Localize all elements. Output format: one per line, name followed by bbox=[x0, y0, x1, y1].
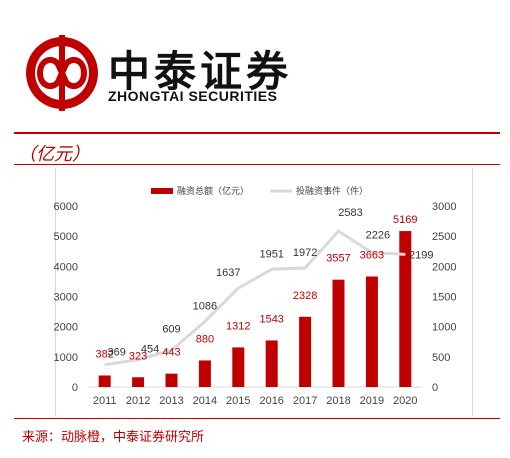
x-tick-label: 2019 bbox=[360, 395, 384, 407]
line-data-label: 454 bbox=[141, 344, 159, 356]
y-right-tick-label: 1000 bbox=[432, 322, 456, 334]
zhongtai-logo bbox=[26, 35, 98, 111]
bar bbox=[232, 347, 245, 387]
line-data-label: 1637 bbox=[216, 267, 240, 279]
line-data-label: 609 bbox=[162, 323, 180, 335]
bar-data-label: 880 bbox=[196, 333, 214, 345]
y-left-tick-label: 6000 bbox=[54, 201, 78, 213]
y-left-tick-label: 4000 bbox=[54, 261, 78, 273]
brand-name-en: ZHONGTAI SECURITIES bbox=[108, 88, 278, 104]
x-tick-label: 2020 bbox=[393, 395, 417, 407]
line-data-label: 2199 bbox=[409, 249, 433, 261]
y-left-tick-label: 1000 bbox=[54, 352, 78, 364]
footer-rule bbox=[14, 418, 500, 419]
bar-data-label: 3557 bbox=[326, 253, 350, 265]
unit-label: （亿元） bbox=[18, 144, 90, 165]
line-data-label: 1086 bbox=[193, 300, 217, 312]
y-left-tick-label: 5000 bbox=[54, 231, 78, 243]
brand-name-cn: 中泰证券 bbox=[108, 47, 293, 96]
bar bbox=[198, 360, 211, 387]
line-data-label: 369 bbox=[108, 347, 126, 359]
bar-data-label: 1543 bbox=[259, 313, 283, 325]
bar bbox=[399, 231, 412, 387]
header-rule-bottom bbox=[14, 164, 500, 165]
y-right-tick-label: 2500 bbox=[432, 231, 456, 243]
x-tick-label: 2018 bbox=[326, 395, 350, 407]
legend-label-line: 投融资事件（件） bbox=[296, 185, 368, 196]
bar-data-label: 443 bbox=[162, 347, 180, 359]
y-right-tick-label: 500 bbox=[432, 352, 450, 364]
y-right-tick-label: 0 bbox=[432, 382, 438, 394]
header-rule bbox=[14, 132, 500, 134]
line-data-label: 1951 bbox=[259, 248, 283, 260]
y-right-tick-label: 1500 bbox=[432, 292, 456, 304]
x-tick-label: 2012 bbox=[126, 395, 150, 407]
y-right-tick-label: 3000 bbox=[432, 201, 456, 213]
x-tick-label: 2016 bbox=[259, 395, 283, 407]
bar-data-label: 3663 bbox=[360, 249, 384, 261]
bar bbox=[165, 373, 178, 387]
x-tick-label: 2017 bbox=[293, 395, 317, 407]
bar bbox=[299, 316, 312, 387]
legend-swatch-bar bbox=[151, 188, 173, 194]
x-tick-label: 2014 bbox=[193, 395, 217, 407]
line-data-label: 2583 bbox=[338, 207, 362, 219]
zhongtai-emblem-icon bbox=[26, 35, 98, 111]
x-tick-label: 2011 bbox=[93, 395, 117, 407]
bar-data-label: 1312 bbox=[226, 320, 250, 332]
x-tick-label: 2013 bbox=[159, 395, 183, 407]
series-line bbox=[104, 229, 406, 367]
y-left-tick-label: 3000 bbox=[54, 292, 78, 304]
bar bbox=[332, 279, 345, 387]
bar bbox=[98, 375, 111, 387]
logo-block: 中泰证券 ZHONGTAI SECURITIES bbox=[0, 0, 510, 125]
bar bbox=[365, 276, 378, 387]
legend-label-bar: 融资总额（亿元） bbox=[177, 185, 249, 196]
line-data-label: 2226 bbox=[366, 230, 390, 242]
y-right-tick-label: 2000 bbox=[432, 261, 456, 273]
bar-data-label: 382 bbox=[96, 348, 114, 360]
bar bbox=[132, 377, 145, 387]
bar-data-label: 5169 bbox=[393, 214, 417, 226]
y-left-tick-label: 0 bbox=[72, 382, 78, 394]
x-tick-label: 2015 bbox=[226, 395, 250, 407]
line-data-label: 1972 bbox=[293, 247, 317, 259]
chart-frame bbox=[55, 168, 473, 416]
y-left-tick-label: 2000 bbox=[54, 322, 78, 334]
bar bbox=[265, 340, 278, 387]
bar-data-label: 323 bbox=[129, 350, 147, 362]
source-note: 来源：动脉橙，中泰证券研究所 bbox=[22, 430, 205, 445]
bar-data-label: 2328 bbox=[293, 290, 317, 302]
